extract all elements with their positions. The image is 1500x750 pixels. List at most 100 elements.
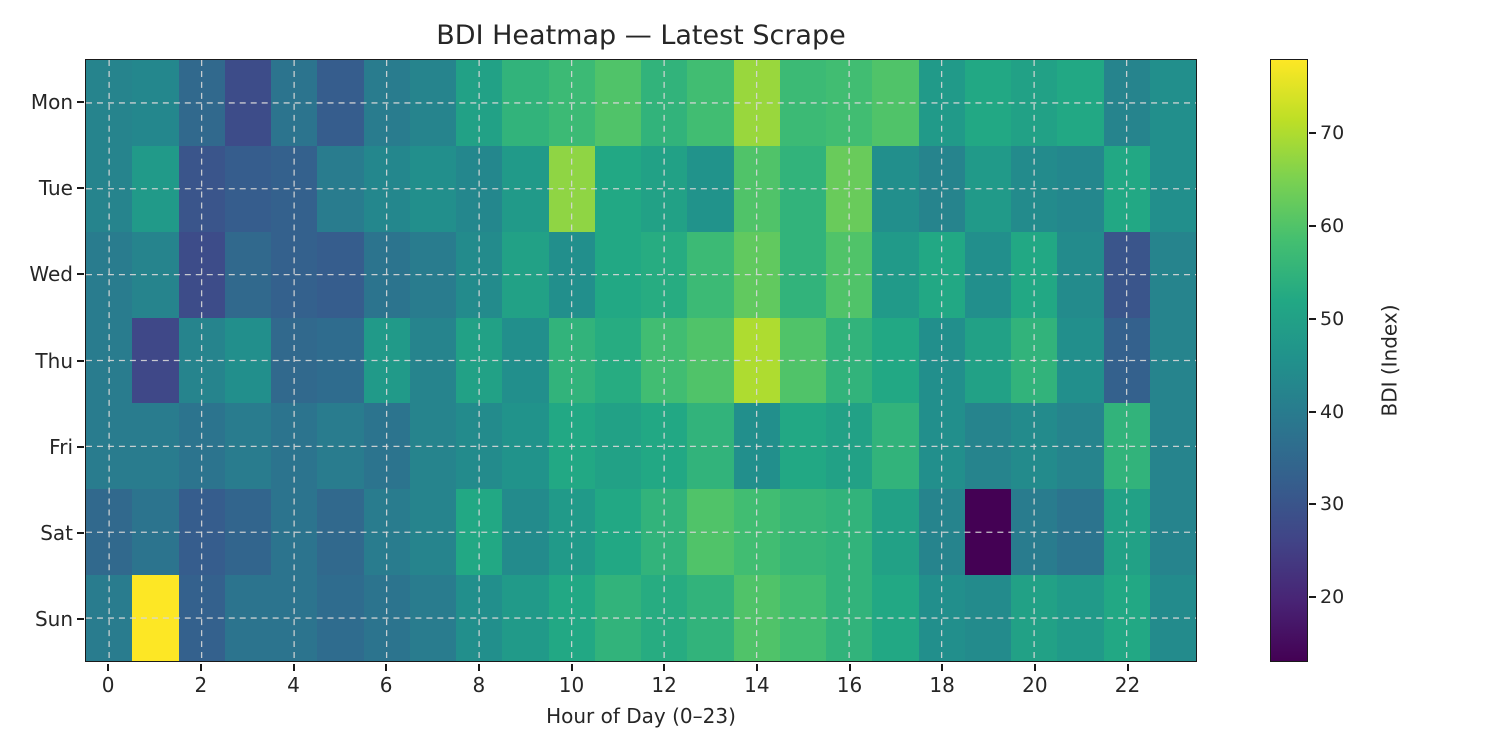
heatmap-cell [178, 575, 225, 661]
heatmap-cell [641, 489, 688, 576]
heatmap-cell [918, 317, 965, 404]
heatmap-cells [86, 60, 1196, 661]
colorbar-tick-mark [1309, 503, 1316, 506]
heatmap-cell [317, 317, 364, 404]
heatmap-cell [86, 60, 133, 146]
chart-title: BDI Heatmap — Latest Scrape [436, 20, 846, 51]
colorbar-tick-label: 70 [1320, 122, 1345, 145]
heatmap-cell [1149, 60, 1196, 146]
x-tick-label: 6 [379, 673, 393, 697]
y-tick-label: Wed [29, 262, 73, 287]
x-tick-label: 2 [194, 673, 208, 697]
x-tick-mark [292, 664, 295, 671]
x-tick-mark [755, 664, 758, 671]
heatmap-cell [964, 231, 1011, 318]
heatmap-cell [132, 403, 179, 490]
heatmap-cell [733, 145, 780, 232]
y-tick-mark [77, 101, 84, 104]
heatmap-cell [456, 403, 503, 490]
heatmap-cell [826, 403, 873, 490]
heatmap-cell [1057, 145, 1104, 232]
x-tick-label: 14 [744, 673, 770, 697]
heatmap-cell [132, 231, 179, 318]
y-tick-mark [77, 359, 84, 362]
heatmap-cell [826, 489, 873, 576]
heatmap-cell [872, 231, 919, 318]
y-tick-mark [77, 187, 84, 190]
colorbar-label: BDI (Index) [1377, 304, 1402, 417]
x-tick-label: 12 [651, 673, 677, 697]
heatmap-cell [86, 575, 133, 661]
heatmap-cell [363, 231, 410, 318]
heatmap-cell [594, 489, 641, 576]
heatmap-cell [918, 60, 965, 146]
heatmap-cell [363, 575, 410, 661]
heatmap-cell [548, 403, 595, 490]
heatmap-cell [1057, 60, 1104, 146]
colorbar-tick-label: 40 [1320, 400, 1345, 423]
colorbar-tick-label: 60 [1320, 214, 1345, 237]
x-tick-label: 20 [1022, 673, 1048, 697]
heatmap-cell [548, 231, 595, 318]
heatmap-cell [456, 317, 503, 404]
x-tick-mark [1033, 664, 1036, 671]
heatmap-cell [779, 575, 826, 661]
heatmap-cell [779, 231, 826, 318]
heatmap-cell [456, 489, 503, 576]
y-tick-mark [77, 273, 84, 276]
heatmap-cell [317, 403, 364, 490]
heatmap-cell [779, 60, 826, 146]
heatmap-cell [687, 575, 734, 661]
heatmap-cell [1011, 575, 1058, 661]
x-tick-label: 10 [558, 673, 585, 697]
heatmap-cell [826, 575, 873, 661]
y-tick-label: Thu [35, 348, 73, 373]
heatmap-cell [964, 403, 1011, 490]
heatmap-cell [872, 575, 919, 661]
heatmap-cell [918, 575, 965, 661]
heatmap-cell [456, 575, 503, 661]
heatmap-cell [779, 489, 826, 576]
heatmap-cell [224, 575, 271, 661]
heatmap-cell [502, 231, 549, 318]
heatmap-cell [594, 60, 641, 146]
heatmap-cell [687, 145, 734, 232]
heatmap-cell [1057, 575, 1104, 661]
heatmap-cell [964, 145, 1011, 232]
heatmap-cell [779, 145, 826, 232]
x-axis-label: Hour of Day (0–23) [546, 704, 736, 728]
heatmap-cell [1011, 317, 1058, 404]
heatmap-cell [132, 575, 179, 661]
heatmap-cell [271, 60, 318, 146]
heatmap-cell [409, 575, 456, 661]
y-tick-mark [77, 531, 84, 534]
heatmap-cell [594, 575, 641, 661]
y-tick-label: Sat [40, 520, 73, 545]
heatmap-cell [224, 489, 271, 576]
heatmap-cell [502, 145, 549, 232]
heatmap-cell [363, 317, 410, 404]
heatmap-cell [456, 231, 503, 318]
heatmap-cell [872, 60, 919, 146]
colorbar-tick-label: 20 [1320, 586, 1345, 609]
heatmap-cell [733, 403, 780, 490]
heatmap-cell [178, 489, 225, 576]
heatmap-cell [224, 60, 271, 146]
heatmap-cell [1103, 317, 1150, 404]
heatmap-cell [1011, 489, 1058, 576]
heatmap-cell [224, 317, 271, 404]
heatmap-cell [641, 231, 688, 318]
heatmap-cell [1103, 60, 1150, 146]
heatmap-cell [594, 317, 641, 404]
heatmap-cell [641, 317, 688, 404]
heatmap-cell [1011, 145, 1058, 232]
heatmap-cell [872, 145, 919, 232]
y-tick-label: Sun [34, 606, 73, 631]
heatmap-cell [409, 489, 456, 576]
heatmap-cell [1103, 489, 1150, 576]
heatmap-cell [1149, 403, 1196, 490]
heatmap-cell [918, 231, 965, 318]
heatmap-cell [502, 489, 549, 576]
heatmap-cell [317, 60, 364, 146]
colorbar-tick-mark [1309, 317, 1316, 320]
